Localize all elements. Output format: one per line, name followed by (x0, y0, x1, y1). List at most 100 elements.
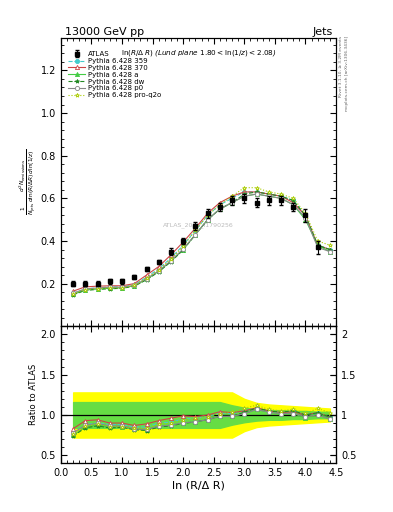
Pythia 6.428 a (71, 291, 75, 297)
Pythia 6.428 dw (181, 247, 185, 253)
Text: Rivet 3.1.10, ≥ 3.2M events: Rivet 3.1.10, ≥ 3.2M events (339, 36, 343, 97)
Pythia 6.428 359 (181, 242, 185, 248)
Pythia 6.428 p0 (327, 248, 332, 254)
Pythia 6.428 359 (217, 202, 222, 208)
Pythia 6.428 p0 (266, 193, 271, 199)
Pythia 6.428 pro-q2o (83, 287, 88, 293)
Pythia 6.428 a (254, 191, 259, 197)
Pythia 6.428 370 (71, 288, 75, 294)
Pythia 6.428 dw (193, 231, 198, 238)
Pythia 6.428 370 (327, 246, 332, 252)
Pythia 6.428 370 (95, 283, 100, 289)
Pythia 6.428 a (315, 242, 320, 248)
Pythia 6.428 370 (279, 193, 283, 199)
Pythia 6.428 p0 (315, 244, 320, 250)
Pythia 6.428 dw (217, 206, 222, 212)
Pythia 6.428 359 (120, 284, 125, 290)
Pythia 6.428 pro-q2o (193, 227, 198, 233)
Pythia 6.428 a (205, 217, 210, 223)
X-axis label: ln (R/Δ R): ln (R/Δ R) (172, 481, 225, 491)
Legend: ATLAS, Pythia 6.428 359, Pythia 6.428 370, Pythia 6.428 a, Pythia 6.428 dw, Pyth: ATLAS, Pythia 6.428 359, Pythia 6.428 37… (67, 51, 162, 99)
Pythia 6.428 a (242, 193, 247, 199)
Pythia 6.428 359 (169, 255, 173, 261)
Pythia 6.428 dw (144, 276, 149, 283)
Line: Pythia 6.428 pro-q2o: Pythia 6.428 pro-q2o (71, 185, 332, 296)
Pythia 6.428 p0 (107, 284, 112, 290)
Pythia 6.428 p0 (230, 200, 235, 206)
Pythia 6.428 359 (279, 193, 283, 199)
Pythia 6.428 359 (303, 212, 308, 219)
Pythia 6.428 a (291, 202, 296, 208)
Pythia 6.428 370 (266, 191, 271, 197)
Pythia 6.428 a (303, 217, 308, 223)
Pythia 6.428 a (279, 195, 283, 201)
Pythia 6.428 a (193, 231, 198, 238)
Pythia 6.428 p0 (71, 290, 75, 296)
Line: Pythia 6.428 a: Pythia 6.428 a (71, 192, 332, 296)
Pythia 6.428 p0 (132, 282, 137, 288)
Pythia 6.428 dw (303, 212, 308, 219)
Pythia 6.428 a (169, 258, 173, 264)
Pythia 6.428 a (107, 285, 112, 291)
Pythia 6.428 p0 (120, 284, 125, 290)
Pythia 6.428 pro-q2o (217, 202, 222, 208)
Pythia 6.428 dw (120, 285, 125, 291)
Pythia 6.428 dw (132, 283, 137, 289)
Pythia 6.428 359 (205, 212, 210, 219)
Pythia 6.428 370 (254, 189, 259, 195)
Pythia 6.428 dw (205, 217, 210, 223)
Pythia 6.428 pro-q2o (132, 282, 137, 288)
Pythia 6.428 pro-q2o (156, 267, 161, 273)
Pythia 6.428 a (217, 206, 222, 212)
Pythia 6.428 dw (266, 191, 271, 197)
Pythia 6.428 370 (193, 225, 198, 231)
Pythia 6.428 dw (83, 287, 88, 293)
Pythia 6.428 359 (230, 195, 235, 201)
Pythia 6.428 dw (169, 259, 173, 265)
Pythia 6.428 359 (315, 242, 320, 248)
Pythia 6.428 pro-q2o (120, 285, 125, 291)
Y-axis label: Ratio to ATLAS: Ratio to ATLAS (29, 364, 38, 425)
Pythia 6.428 370 (144, 272, 149, 278)
Pythia 6.428 370 (242, 189, 247, 195)
Pythia 6.428 370 (132, 281, 137, 287)
Pythia 6.428 359 (291, 198, 296, 204)
Pythia 6.428 370 (169, 252, 173, 258)
Text: ATLAS_2020_I1790256: ATLAS_2020_I1790256 (163, 223, 234, 228)
Pythia 6.428 pro-q2o (107, 285, 112, 291)
Pythia 6.428 p0 (217, 206, 222, 212)
Pythia 6.428 a (144, 276, 149, 283)
Pythia 6.428 359 (107, 284, 112, 290)
Pythia 6.428 pro-q2o (254, 185, 259, 191)
Pythia 6.428 a (132, 283, 137, 289)
Pythia 6.428 p0 (169, 258, 173, 264)
Pythia 6.428 370 (315, 242, 320, 248)
Pythia 6.428 359 (266, 191, 271, 197)
Pythia 6.428 370 (217, 200, 222, 206)
Pythia 6.428 dw (107, 286, 112, 292)
Pythia 6.428 pro-q2o (144, 275, 149, 282)
Pythia 6.428 359 (71, 290, 75, 296)
Pythia 6.428 pro-q2o (205, 212, 210, 219)
Pythia 6.428 a (230, 200, 235, 206)
Pythia 6.428 pro-q2o (303, 210, 308, 217)
Pythia 6.428 dw (71, 292, 75, 298)
Pythia 6.428 dw (315, 242, 320, 248)
Pythia 6.428 359 (193, 227, 198, 233)
Pythia 6.428 a (83, 287, 88, 293)
Pythia 6.428 a (156, 268, 161, 274)
Pythia 6.428 359 (144, 274, 149, 280)
Pythia 6.428 dw (279, 193, 283, 199)
Pythia 6.428 370 (83, 284, 88, 290)
Line: Pythia 6.428 dw: Pythia 6.428 dw (71, 190, 332, 297)
Line: Pythia 6.428 370: Pythia 6.428 370 (71, 190, 332, 293)
Pythia 6.428 dw (242, 191, 247, 197)
Pythia 6.428 p0 (193, 231, 198, 238)
Pythia 6.428 359 (83, 286, 88, 292)
Pythia 6.428 a (95, 286, 100, 292)
Pythia 6.428 370 (230, 193, 235, 199)
Pythia 6.428 a (327, 248, 332, 254)
Pythia 6.428 p0 (291, 202, 296, 208)
Y-axis label: $\frac{1}{N_\mathrm{jets}}\frac{d^2N_\mathrm{emissions}}{d\ln(R/\Delta R)\,d\ln(: $\frac{1}{N_\mathrm{jets}}\frac{d^2N_\ma… (17, 150, 38, 216)
Pythia 6.428 p0 (254, 191, 259, 197)
